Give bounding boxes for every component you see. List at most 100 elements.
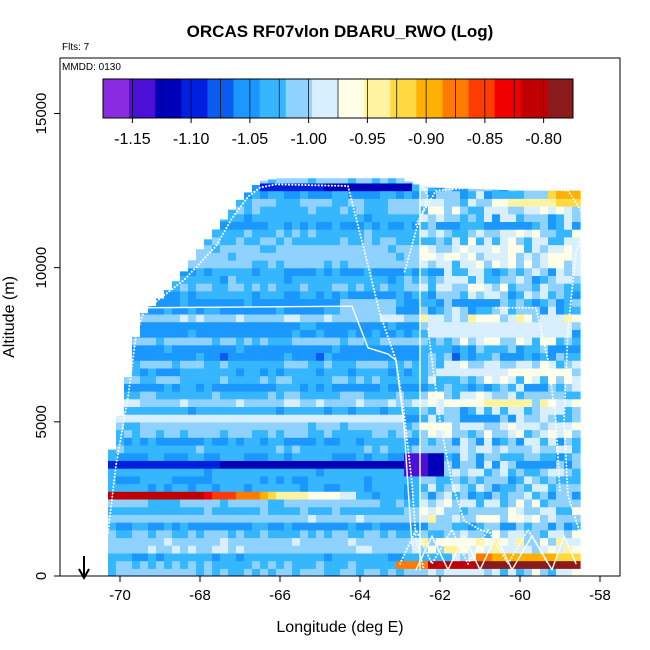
- heatmap-cell: [276, 367, 285, 377]
- heatmap-cell: [204, 545, 213, 554]
- heatmap-cell: [116, 537, 125, 546]
- heatmap-cell: [516, 414, 525, 423]
- heatmap-cell: [492, 491, 501, 500]
- heatmap-cell: [220, 537, 229, 546]
- heatmap-cell: [308, 259, 317, 269]
- heatmap-cell: [324, 375, 333, 384]
- heatmap-cell: [524, 290, 533, 300]
- heatmap-cell: [492, 298, 501, 307]
- heatmap-cell: [172, 506, 181, 515]
- heatmap-cell: [348, 468, 357, 477]
- heatmap-cell: [332, 259, 341, 269]
- heatmap-cell: [348, 437, 357, 446]
- heatmap-cell: [292, 213, 301, 223]
- heatmap-cell: [396, 452, 405, 461]
- heatmap-cell: [348, 283, 357, 292]
- heatmap-cell: [428, 213, 437, 223]
- heatmap-cell: [540, 344, 549, 354]
- heatmap-cell: [396, 306, 405, 315]
- heatmap-cell: [468, 290, 477, 300]
- heatmap-cell: [492, 375, 501, 384]
- heatmap-cell: [396, 560, 405, 569]
- heatmap-cell: [156, 514, 165, 523]
- heatmap-cell: [292, 560, 301, 569]
- heatmap-cell: [284, 298, 293, 307]
- heatmap-cell: [220, 545, 229, 554]
- heatmap-cell: [540, 360, 549, 369]
- heatmap-cell: [284, 522, 293, 531]
- heatmap-cell: [236, 529, 245, 539]
- heatmap-cell: [236, 545, 245, 554]
- heatmap-cell: [236, 352, 245, 361]
- heatmap-cell: [332, 321, 341, 330]
- heatmap-cell: [532, 414, 541, 423]
- heatmap-cell: [444, 560, 453, 569]
- heatmap-cell: [420, 406, 429, 415]
- heatmap-cell: [340, 537, 349, 546]
- heatmap-cell: [260, 283, 269, 292]
- heatmap-cell: [428, 187, 437, 192]
- heatmap-cell: [188, 290, 197, 300]
- heatmap-cell: [260, 213, 269, 223]
- heatmap-cell: [524, 267, 533, 276]
- heatmap-cell: [540, 444, 549, 454]
- heatmap-cell: [500, 190, 509, 192]
- heatmap-cell: [356, 236, 365, 246]
- heatmap-cell: [388, 367, 397, 377]
- heatmap-cell: [324, 275, 333, 284]
- heatmap-cell: [436, 337, 445, 346]
- heatmap-cell: [220, 344, 229, 354]
- heatmap-cell: [380, 568, 389, 576]
- heatmap-cell: [532, 560, 541, 569]
- heatmap-cell: [156, 398, 165, 408]
- heatmap-cell: [108, 468, 117, 477]
- heatmap-cell: [484, 552, 493, 562]
- heatmap-cell: [572, 468, 581, 477]
- heatmap-cell: [468, 506, 477, 515]
- heatmap-cell: [332, 506, 341, 515]
- heatmap-cell: [500, 337, 509, 346]
- heatmap-cell: [284, 236, 293, 246]
- heatmap-cell: [180, 498, 189, 508]
- heatmap-cell: [572, 460, 581, 469]
- heatmap-cell: [380, 537, 389, 546]
- heatmap-cell: [252, 236, 261, 246]
- heatmap-cell: [204, 529, 213, 539]
- x-tick-label: -60: [509, 587, 531, 604]
- heatmap-cell: [340, 568, 349, 576]
- heatmap-cell: [300, 259, 309, 269]
- heatmap-cell: [252, 185, 261, 192]
- heatmap-cell: [268, 337, 277, 346]
- heatmap-cell: [476, 360, 485, 369]
- heatmap-cell: [308, 221, 317, 230]
- heatmap-cell: [236, 468, 245, 477]
- heatmap-cell: [428, 259, 437, 269]
- heatmap-cell: [196, 391, 205, 400]
- heatmap-cell: [364, 514, 373, 523]
- heatmap-cell: [436, 367, 445, 377]
- heatmap-cell: [116, 560, 125, 569]
- heatmap-cell: [404, 367, 413, 377]
- heatmap-cell: [212, 437, 221, 446]
- heatmap-cell: [420, 560, 429, 569]
- heatmap-cell: [404, 468, 413, 477]
- heatmap-cell: [204, 568, 213, 576]
- heatmap-cell: [148, 344, 157, 354]
- heatmap-cell: [252, 337, 261, 346]
- heatmap-cell: [300, 468, 309, 477]
- heatmap-cell: [468, 188, 477, 192]
- heatmap-cell: [356, 498, 365, 508]
- heatmap-cell: [244, 352, 253, 361]
- heatmap-cell: [260, 391, 269, 400]
- heatmap-cell: [484, 198, 493, 207]
- heatmap-cell: [116, 568, 125, 576]
- heatmap-cell: [324, 406, 333, 415]
- heatmap-cell: [340, 429, 349, 438]
- heatmap-cell: [308, 306, 317, 315]
- heatmap-cell: [364, 468, 373, 477]
- heatmap-cell: [500, 259, 509, 269]
- heatmap-cell: [548, 206, 557, 215]
- heatmap-cell: [348, 552, 357, 562]
- heatmap-cell: [140, 429, 149, 438]
- heatmap-cell: [484, 452, 493, 461]
